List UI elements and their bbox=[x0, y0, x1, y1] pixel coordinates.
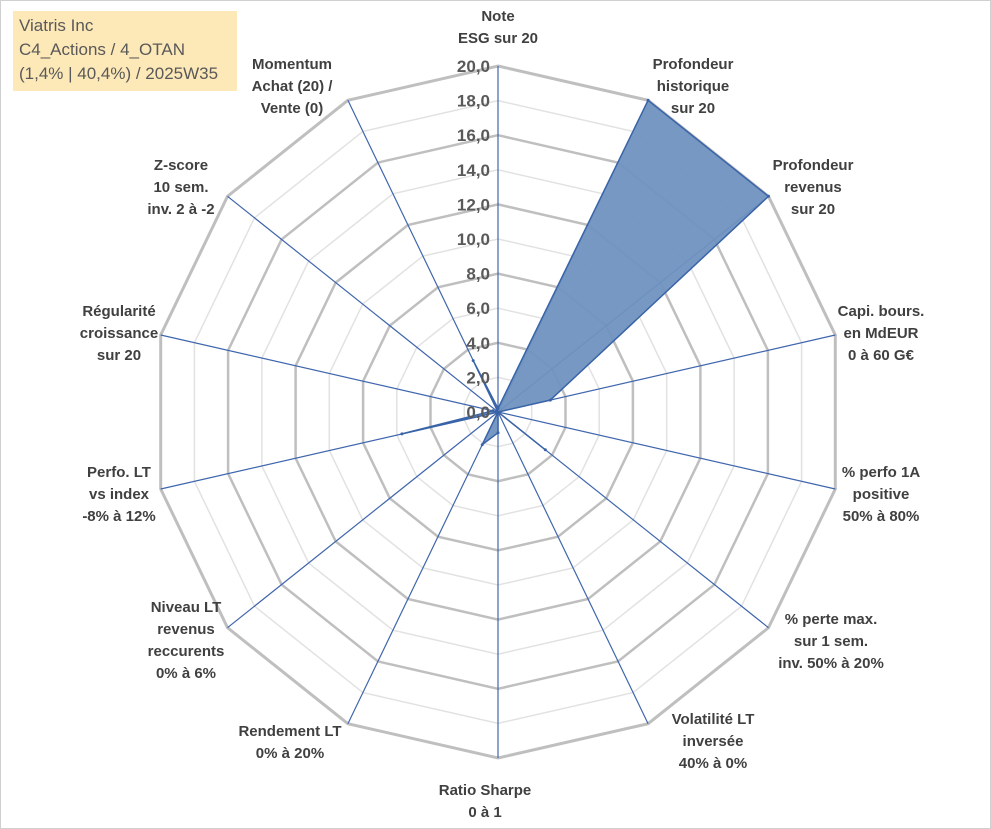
tick-label: 20,0 bbox=[457, 57, 490, 76]
data-point bbox=[496, 407, 500, 410]
axis-spoke bbox=[497, 334, 836, 413]
axis-spoke bbox=[497, 411, 649, 724]
info-category: C4_Actions / 4_OTAN bbox=[19, 40, 185, 59]
axis-label-line: 0% à 6% bbox=[156, 665, 216, 682]
axis-label: Profondeur historique sur 20 bbox=[653, 56, 734, 117]
axis-label-line: Rendement LT bbox=[238, 723, 341, 740]
axis-label-line: % perfo 1A bbox=[842, 464, 921, 481]
tick-label: 18,0 bbox=[457, 92, 490, 111]
axis-label-line: 0 à 1 bbox=[468, 804, 501, 821]
axis-label-line: Vente (0) bbox=[261, 100, 324, 117]
axis-label-line: positive bbox=[853, 486, 910, 503]
axis-label: Capi. bours. en MdEUR 0 à 60 G€ bbox=[838, 303, 925, 364]
tick-label: 0,0 bbox=[466, 403, 490, 422]
axis-label-line: Note bbox=[481, 8, 514, 25]
axis-label: Profondeur revenus sur 20 bbox=[773, 157, 854, 218]
axis-label-line: revenus bbox=[157, 621, 215, 638]
data-point bbox=[480, 443, 484, 447]
axis-label-line: Ratio Sharpe bbox=[439, 782, 532, 799]
axis-label: % perfo 1A positive 50% à 80% bbox=[842, 464, 921, 525]
axis-label-line: Régularité bbox=[82, 303, 155, 320]
data-point bbox=[548, 398, 552, 402]
axis-label: Régularité croissance sur 20 bbox=[80, 303, 158, 364]
axis-label-line: Z-score bbox=[154, 157, 208, 174]
tick-labels: 0,0 2,0 4,0 6,0 8,0 10,0 12,0 14,0 16,0 18,0 20,0 bbox=[457, 57, 490, 422]
axis-label-line: ESG sur 20 bbox=[458, 30, 538, 47]
axis-label-line: 0 à 60 G€ bbox=[848, 347, 915, 364]
data-point bbox=[496, 431, 500, 435]
data-point bbox=[491, 409, 495, 413]
axis-label-line: % perte max. bbox=[785, 611, 878, 628]
tick-label: 8,0 bbox=[466, 265, 490, 284]
axis-label-line: reccurents bbox=[148, 643, 225, 660]
axis-label-line: sur 20 bbox=[671, 100, 715, 117]
tick-label: 10,0 bbox=[457, 230, 490, 249]
axis-label: Rendement LT 0% à 20% bbox=[238, 723, 341, 762]
axis-label-line: inv. 2 à -2 bbox=[147, 201, 214, 218]
tick-label: 2,0 bbox=[466, 368, 490, 387]
axis-label: Ratio Sharpe 0 à 1 bbox=[439, 782, 532, 821]
axis-label: Momentum Achat (20) / Vente (0) bbox=[252, 56, 334, 117]
axis-label-line: Achat (20) / bbox=[252, 78, 334, 95]
axis-labels: Note ESG sur 20 Profondeur historique sur 20… bbox=[80, 8, 925, 821]
data-point bbox=[646, 98, 650, 102]
axis-label-line: Profondeur bbox=[653, 56, 734, 73]
axis-label-line: Capi. bours. bbox=[838, 303, 925, 320]
data-point bbox=[496, 410, 500, 414]
axis-label: Note ESG sur 20 bbox=[458, 8, 538, 47]
tick-label: 14,0 bbox=[457, 161, 490, 180]
axis-spoke bbox=[347, 411, 499, 724]
axis-label-line: Niveau LT bbox=[151, 599, 222, 616]
axis-label: % perte max. sur 1 sem. inv. 50% à 20% bbox=[778, 611, 884, 672]
axis-label-line: -8% à 12% bbox=[82, 508, 155, 525]
info-box: Viatris Inc C4_Actions / 4_OTAN (1,4% | … bbox=[13, 11, 237, 91]
data-area bbox=[401, 99, 770, 451]
axis-label: Perfo. LT vs index -8% à 12% bbox=[82, 464, 155, 525]
tick-label: 16,0 bbox=[457, 126, 490, 145]
axis-spoke bbox=[160, 334, 499, 413]
axis-spoke bbox=[227, 411, 499, 629]
axis-spoke bbox=[497, 411, 836, 490]
axis-label-line: sur 1 sem. bbox=[794, 633, 868, 650]
axis-label-line: inversée bbox=[683, 733, 744, 750]
axis-label-line: Momentum bbox=[252, 56, 332, 73]
axis-label-line: inv. 50% à 20% bbox=[778, 655, 884, 672]
axis-label-line: 40% à 0% bbox=[679, 755, 747, 772]
data-series bbox=[400, 98, 770, 452]
axis-label-line: croissance bbox=[80, 325, 158, 342]
axis-label: Niveau LT revenus reccurents 0% à 6% bbox=[148, 599, 225, 682]
info-period: (1,4% | 40,4%) / 2025W35 bbox=[19, 64, 219, 83]
axis-label-line: en MdEUR bbox=[844, 325, 919, 342]
axis-label-line: Volatilité LT bbox=[672, 711, 755, 728]
data-point bbox=[543, 448, 547, 452]
axis-label: Z-score 10 sem. inv. 2 à -2 bbox=[147, 157, 214, 218]
axis-label-line: Profondeur bbox=[773, 157, 854, 174]
axis-label-line: historique bbox=[657, 78, 730, 95]
axis-label: Volatilité LT inversée 40% à 0% bbox=[672, 711, 755, 772]
tick-label: 4,0 bbox=[466, 334, 490, 353]
tick-label: 6,0 bbox=[466, 299, 490, 318]
data-point bbox=[767, 194, 770, 198]
data-point bbox=[400, 432, 404, 436]
axis-label-line: revenus bbox=[784, 179, 842, 196]
tick-label: 12,0 bbox=[457, 195, 490, 214]
axis-label-line: 10 sem. bbox=[153, 179, 208, 196]
axis-label-line: sur 20 bbox=[791, 201, 835, 218]
axis-label-line: 0% à 20% bbox=[256, 745, 324, 762]
axis-spoke bbox=[227, 195, 499, 413]
axis-label-line: vs index bbox=[89, 486, 150, 503]
axis-label-line: sur 20 bbox=[97, 347, 141, 364]
data-point bbox=[471, 359, 475, 363]
info-company: Viatris Inc bbox=[19, 16, 94, 35]
axis-label-line: 50% à 80% bbox=[843, 508, 920, 525]
axis-label-line: Perfo. LT bbox=[87, 464, 151, 481]
